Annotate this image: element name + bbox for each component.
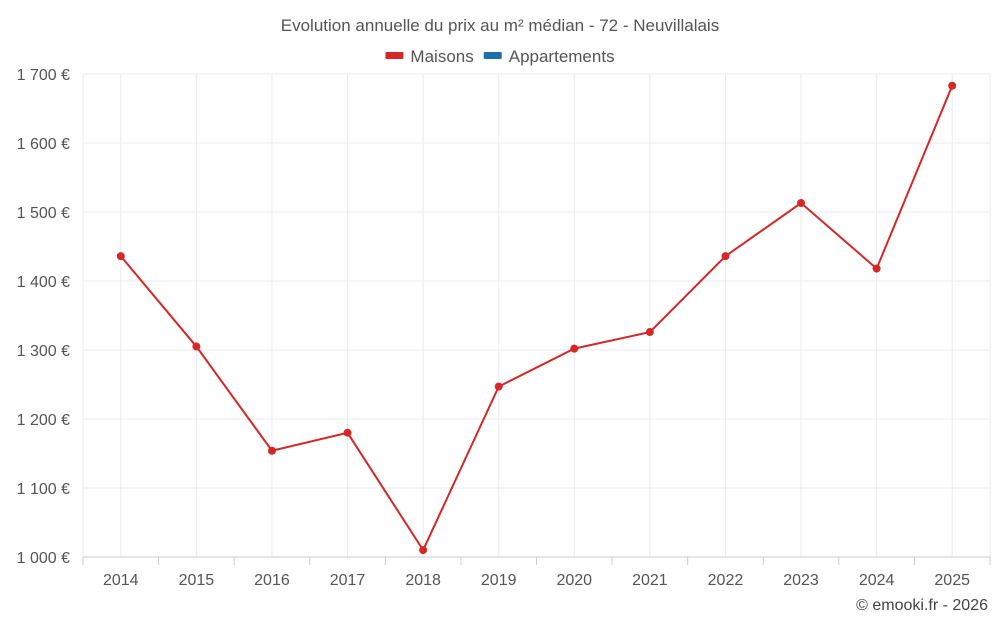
grid bbox=[82, 73, 991, 557]
data-point[interactable] bbox=[192, 342, 201, 351]
x-tick-label: 2017 bbox=[330, 572, 366, 589]
legend-item-maisons[interactable]: Maisons bbox=[385, 47, 474, 66]
x-tick-label: 2015 bbox=[179, 572, 215, 589]
data-point[interactable] bbox=[343, 428, 352, 437]
x-tick-label: 2014 bbox=[103, 572, 139, 589]
y-tick-label: 1 700 € bbox=[17, 67, 70, 84]
data-point[interactable] bbox=[721, 252, 730, 261]
plot-area bbox=[116, 81, 957, 555]
data-point[interactable] bbox=[797, 199, 806, 208]
x-tick-label: 2018 bbox=[405, 572, 441, 589]
x-tick-label: 2021 bbox=[632, 572, 668, 589]
y-tick-label: 1 400 € bbox=[17, 274, 70, 291]
legend-label: Maisons bbox=[410, 47, 473, 66]
data-point[interactable] bbox=[494, 382, 503, 391]
y-tick-label: 1 300 € bbox=[17, 343, 70, 360]
x-axis: 2014 2015 2016 2017 2018 2019 2020 2021 2022 2023… bbox=[82, 556, 991, 589]
legend-item-appartements[interactable]: Appartements bbox=[483, 47, 615, 66]
x-tick-label: 2016 bbox=[254, 572, 290, 589]
y-tick-label: 1 000 € bbox=[17, 550, 70, 567]
x-tick-label: 2023 bbox=[783, 572, 819, 589]
y-tick-label: 1 600 € bbox=[17, 136, 70, 153]
data-point[interactable] bbox=[645, 328, 654, 337]
y-tick-label: 1 200 € bbox=[17, 412, 70, 429]
data-point[interactable] bbox=[267, 446, 276, 455]
data-point[interactable] bbox=[116, 252, 125, 261]
legend-swatch bbox=[385, 52, 404, 59]
x-tick-label: 2024 bbox=[859, 572, 895, 589]
data-point[interactable] bbox=[570, 344, 579, 353]
chart-title: Evolution annuelle du prix au m² médian … bbox=[281, 16, 719, 35]
data-point[interactable] bbox=[872, 264, 881, 273]
x-tick-label: 2020 bbox=[556, 572, 592, 589]
series-line-maisons bbox=[120, 85, 954, 553]
data-point[interactable] bbox=[948, 81, 957, 90]
x-tick-label: 2019 bbox=[481, 572, 517, 589]
x-tick-label: 2022 bbox=[708, 572, 744, 589]
legend-swatch bbox=[483, 52, 502, 59]
x-tick-label: 2025 bbox=[934, 572, 970, 589]
legend-label: Appartements bbox=[509, 47, 615, 66]
data-point[interactable] bbox=[419, 546, 428, 555]
y-tick-label: 1 500 € bbox=[17, 205, 70, 222]
y-tick-label: 1 100 € bbox=[17, 481, 70, 498]
y-axis: 1 000 € 1 100 € 1 200 € 1 300 € 1 400 € 1 500… bbox=[17, 67, 70, 567]
legend: Maisons Appartements bbox=[385, 47, 615, 66]
credit: © emooki.fr - 2026 bbox=[856, 597, 988, 614]
